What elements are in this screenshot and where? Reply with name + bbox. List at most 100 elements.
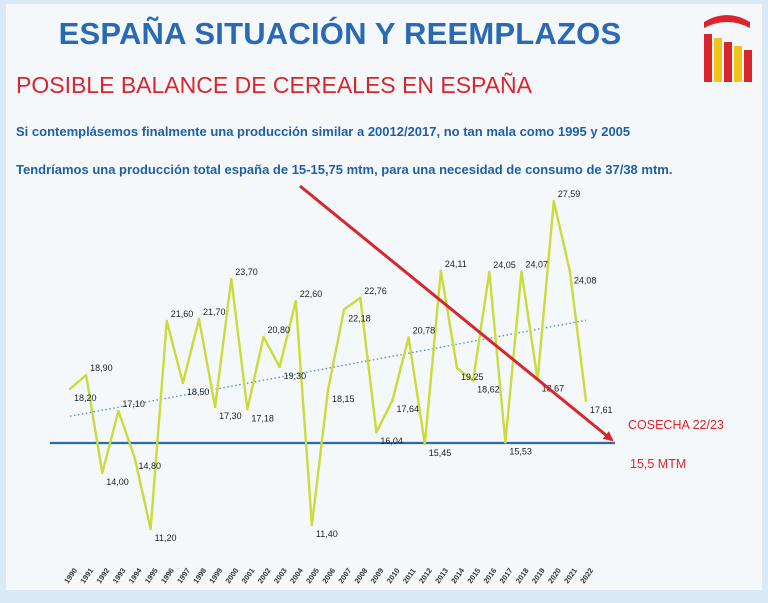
data-point bbox=[310, 523, 314, 527]
data-point bbox=[294, 299, 297, 303]
data-point bbox=[149, 527, 152, 531]
data-label: 24,08 bbox=[574, 275, 597, 285]
data-point bbox=[213, 405, 217, 409]
data-point bbox=[181, 381, 185, 385]
data-label: 24,07 bbox=[526, 260, 549, 270]
data-label: 14,00 bbox=[106, 477, 129, 487]
x-tick-label: 2008 bbox=[353, 566, 370, 585]
trend-line bbox=[69, 319, 587, 417]
x-tick-label: 1993 bbox=[111, 566, 128, 585]
data-point bbox=[584, 399, 588, 402]
data-point bbox=[262, 335, 265, 339]
x-tick-label: 2021 bbox=[562, 566, 579, 585]
x-tick-label: 1996 bbox=[159, 566, 176, 585]
data-label: 16,04 bbox=[380, 436, 403, 446]
x-tick-label: 2007 bbox=[336, 566, 353, 585]
data-label: 14,80 bbox=[139, 461, 162, 471]
data-point bbox=[391, 399, 394, 402]
data-label: 22,76 bbox=[364, 286, 387, 296]
data-label: 27,59 bbox=[558, 189, 581, 199]
data-label: 17,10 bbox=[122, 399, 145, 409]
x-tick-label: 2012 bbox=[417, 566, 434, 585]
slide-panel bbox=[6, 4, 762, 590]
data-point bbox=[407, 336, 410, 339]
data-point bbox=[520, 270, 523, 273]
x-tick-label: 1990 bbox=[62, 566, 79, 585]
data-point bbox=[197, 317, 201, 321]
note-consumption: Tendríamos una producción total españa d… bbox=[16, 162, 673, 177]
data-label: 11,40 bbox=[316, 529, 338, 539]
data-label: 18,90 bbox=[90, 363, 113, 373]
x-tick-label: 2011 bbox=[401, 567, 418, 585]
data-label: 11,20 bbox=[155, 533, 177, 543]
data-point bbox=[568, 270, 572, 273]
x-tick-label: 1999 bbox=[207, 566, 224, 585]
data-label: 18,15 bbox=[332, 394, 355, 404]
x-tick-label: 1998 bbox=[191, 566, 208, 585]
data-label: 20,78 bbox=[413, 325, 436, 335]
data-point bbox=[552, 200, 555, 203]
data-label: 20,80 bbox=[268, 325, 291, 335]
data-point bbox=[375, 431, 378, 434]
x-tick-label: 2001 bbox=[240, 566, 257, 585]
data-label: 18,50 bbox=[187, 387, 210, 397]
data-point bbox=[84, 373, 88, 377]
x-tick-label: 1992 bbox=[95, 566, 112, 585]
production-series-line bbox=[69, 199, 588, 531]
page-title: ESPAÑA SITUACIÓN Y REEMPLAZOS bbox=[58, 16, 622, 51]
data-label: 18,67 bbox=[542, 384, 565, 394]
trend-arrow bbox=[299, 184, 614, 442]
data-label: 18,62 bbox=[477, 385, 500, 395]
data-label: 18,20 bbox=[74, 393, 97, 403]
data-label: 17,61 bbox=[590, 405, 613, 415]
x-tick-label: 2017 bbox=[498, 566, 515, 585]
x-tick-label: 2004 bbox=[288, 566, 305, 586]
page-subtitle: POSIBLE BALANCE DE CEREALES EN ESPAÑA bbox=[16, 72, 532, 98]
x-tick-label: 1991 bbox=[78, 566, 95, 585]
x-tick-label: 1995 bbox=[143, 566, 160, 585]
data-point bbox=[342, 308, 346, 311]
x-tick-label: 2000 bbox=[224, 566, 241, 585]
x-tick-label: 1997 bbox=[175, 566, 192, 585]
x-tick-label: 2009 bbox=[369, 566, 386, 585]
x-tick-label: 2010 bbox=[385, 566, 402, 585]
data-point bbox=[165, 319, 168, 323]
data-label: 15,45 bbox=[429, 448, 452, 458]
x-tick-label: 2016 bbox=[482, 566, 499, 585]
data-label: 22,60 bbox=[300, 289, 323, 299]
x-tick-label: 2018 bbox=[514, 566, 531, 585]
data-point bbox=[471, 379, 475, 382]
x-tick-label: 2020 bbox=[546, 566, 563, 585]
x-tick-label: 2019 bbox=[530, 566, 547, 585]
data-point bbox=[117, 409, 120, 413]
data-point bbox=[133, 455, 136, 459]
data-label: 19,30 bbox=[284, 371, 307, 381]
data-label: 21,60 bbox=[171, 309, 194, 319]
data-label: 24,11 bbox=[445, 259, 467, 269]
x-tick-label: 2006 bbox=[320, 566, 337, 585]
data-label: 22,18 bbox=[348, 313, 371, 323]
data-label: 23,70 bbox=[235, 267, 258, 277]
data-point bbox=[278, 365, 281, 369]
data-label: 24,05 bbox=[493, 260, 516, 270]
x-tick-label: 2002 bbox=[256, 566, 273, 585]
x-tick-label: 1994 bbox=[127, 566, 144, 586]
data-point bbox=[246, 408, 249, 411]
data-point bbox=[455, 366, 459, 370]
data-point bbox=[326, 388, 330, 392]
logo-icon bbox=[704, 15, 752, 82]
data-point bbox=[439, 269, 443, 272]
note-production: Si contemplásemos finalmente una producc… bbox=[16, 124, 631, 139]
data-point bbox=[423, 442, 426, 446]
data-point bbox=[504, 441, 507, 444]
data-label: 15,53 bbox=[509, 446, 532, 456]
threshold-label: 15,5 MTM bbox=[630, 457, 686, 471]
data-label: 17,18 bbox=[251, 413, 274, 423]
data-point bbox=[230, 277, 233, 281]
data-label: 19,25 bbox=[461, 372, 484, 382]
x-tick-label: 2013 bbox=[433, 566, 450, 585]
data-point bbox=[488, 270, 491, 274]
x-tick-label: 2015 bbox=[465, 566, 482, 585]
data-label: 21,70 bbox=[203, 307, 226, 317]
